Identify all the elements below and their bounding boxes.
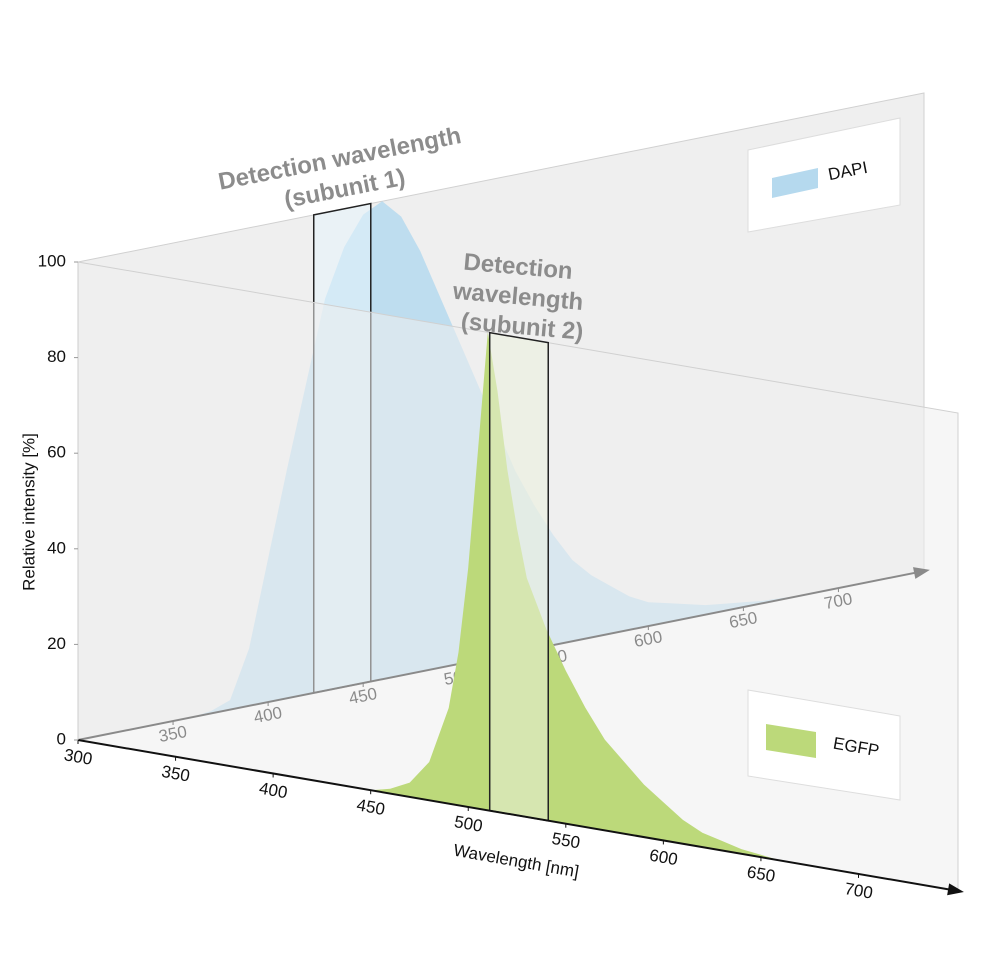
detection-band	[488, 331, 549, 822]
y-tick-label: 100	[38, 251, 66, 270]
legend-swatch	[772, 168, 818, 198]
y-tick-label: 40	[47, 538, 66, 557]
x-tick-label: 600	[648, 846, 679, 870]
spectrum-area	[370, 332, 781, 861]
axis-arrow	[947, 883, 964, 896]
y-tick-label: 20	[47, 634, 66, 653]
x-tick-label: 450	[355, 795, 386, 819]
x-tick-label: 650	[745, 862, 776, 886]
x-tick-label: 550	[550, 829, 581, 853]
x-axis	[77, 739, 953, 891]
x-tick-label: 500	[453, 812, 484, 836]
y-tick-label: 60	[47, 443, 66, 462]
x-tick-label: 350	[160, 762, 191, 786]
x-tick-label: 700	[843, 879, 874, 903]
y-tick-label: 80	[47, 347, 66, 366]
x-tick-label: 400	[258, 779, 289, 803]
x-tick-label: 300	[63, 745, 94, 769]
legend-box	[747, 689, 901, 801]
y-tick-label: 0	[57, 729, 66, 748]
y-axis-label: Relative intensity [%]	[19, 433, 38, 591]
legend-swatch	[766, 724, 816, 758]
legend-box	[747, 117, 901, 233]
